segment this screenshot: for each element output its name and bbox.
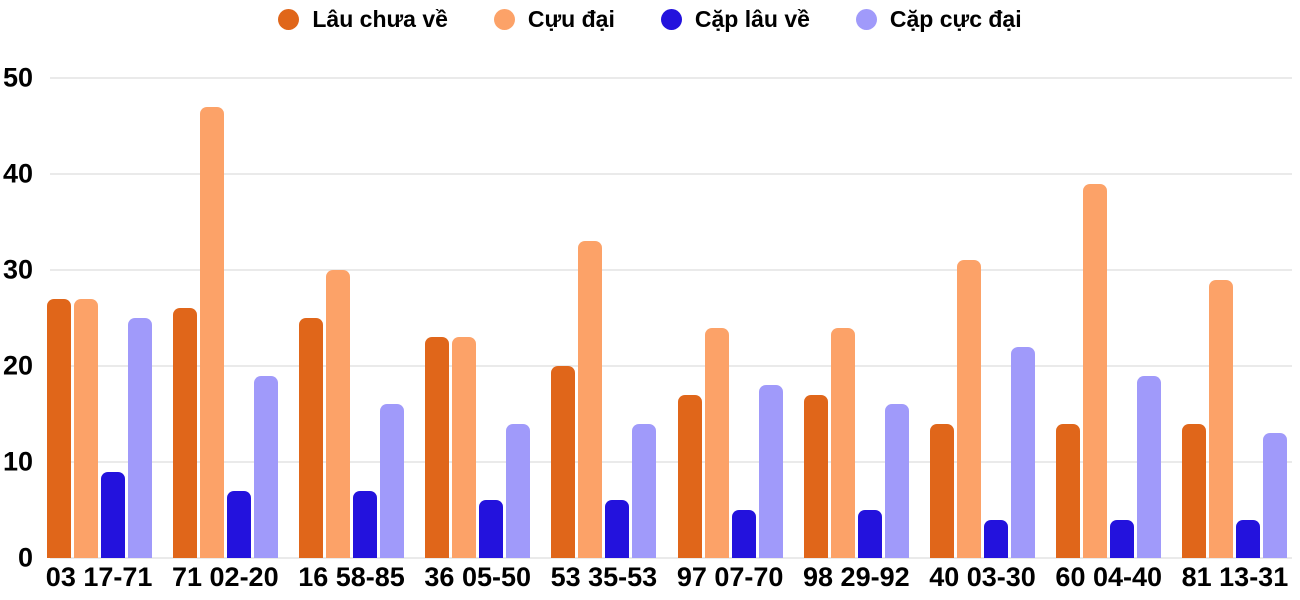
legend-marker-icon (278, 9, 300, 30)
legend-item-cap-lau-ve: Cặp lâu về (660, 6, 810, 33)
bar-lau-chua-ve (425, 337, 450, 558)
bar-cap-lau-ve (605, 500, 630, 558)
legend-item-lau-chua-ve: Lâu chưa về (278, 6, 448, 33)
bar-cap-cuc-dai (506, 423, 531, 558)
bar-group (415, 78, 541, 558)
bar-cap-cuc-dai (127, 318, 152, 558)
bar-group (667, 78, 793, 558)
bar-cap-cuc-dai (758, 385, 783, 558)
legend-item-cuu-dai: Cựu đại (493, 6, 615, 33)
bar-cap-lau-ve (100, 471, 125, 558)
legend-label: Cặp lâu về (694, 6, 810, 32)
bar-lau-chua-ve (299, 318, 323, 558)
y-tick-label: 30 (2, 254, 33, 285)
bar-lau-chua-ve (46, 298, 71, 558)
bar-cap-cuc-dai (253, 375, 278, 558)
bar-cuu-dai (957, 260, 982, 558)
bar-cap-lau-ve (353, 490, 377, 558)
bar-cuu-dai (1209, 279, 1234, 558)
x-tick-label: 71 02-20 (172, 562, 279, 592)
bar-cap-lau-ve (984, 519, 1009, 558)
bar-group (36, 78, 162, 558)
bar-cap-lau-ve (479, 500, 504, 558)
bar-lau-chua-ve (930, 423, 955, 558)
gridline (50, 365, 1292, 367)
bar-group (793, 78, 919, 558)
x-tick-label: 98 29-92 (803, 562, 910, 592)
legend-label: Lâu chưa về (312, 6, 448, 32)
gridline (50, 557, 1292, 559)
x-tick-label: 97 07-70 (676, 562, 784, 592)
bar-cap-cuc-dai (1011, 346, 1036, 558)
x-tick-label: 16 58-85 (298, 562, 405, 592)
gridline (50, 77, 1292, 79)
bar-cap-cuc-dai (1263, 433, 1288, 558)
legend: Lâu chưa về Cựu đại Cặp lâu về Cặp cực đại (0, 6, 1300, 33)
bar-cuu-dai (578, 241, 603, 558)
bar-cuu-dai (199, 106, 224, 558)
y-tick-label: 0 (17, 542, 33, 573)
bar-group (1046, 78, 1172, 558)
bar-cap-lau-ve (226, 490, 251, 558)
bar-cap-lau-ve (857, 510, 882, 558)
bar-cuu-dai (73, 298, 98, 558)
x-tick-label: 81 13-31 (1181, 562, 1289, 592)
bar-cuu-dai (704, 327, 729, 558)
bar-cuu-dai (830, 327, 855, 558)
legend-marker-icon (660, 9, 682, 30)
x-tick-label: 60 04-40 (1055, 562, 1163, 592)
legend-marker-icon (855, 9, 877, 30)
bar-group (1172, 78, 1298, 558)
bar-cap-cuc-dai (1137, 375, 1162, 558)
bar-lau-chua-ve (172, 308, 197, 558)
bar-lau-chua-ve (1056, 423, 1081, 558)
y-tick-label: 50 (2, 62, 33, 93)
y-tick-label: 40 (2, 158, 33, 189)
x-tick-label: 36 05-50 (424, 562, 531, 592)
bar-group (288, 78, 414, 558)
bar-cap-cuc-dai (884, 404, 909, 558)
legend-item-cap-cuc-dai: Cặp cực đại (855, 6, 1022, 33)
bar-lau-chua-ve (1182, 423, 1207, 558)
bar-group (541, 78, 667, 558)
bar-lau-chua-ve (803, 394, 828, 558)
y-axis: 0 10 20 30 40 50 (0, 64, 33, 571)
bar-group (162, 78, 288, 558)
bar-cap-cuc-dai (632, 423, 657, 558)
gridline (50, 173, 1292, 175)
x-tick-label: 03 17-71 (45, 562, 153, 592)
legend-label: Cựu đại (527, 6, 615, 32)
gridline (50, 461, 1292, 463)
bar-cap-cuc-dai (380, 404, 404, 558)
plot-area (36, 77, 1298, 559)
x-axis: 03 17-71 71 02-20 16 58-85 36 05-50 53 35-53… (36, 562, 1298, 593)
bar-group (919, 78, 1045, 558)
bar-groups (36, 78, 1298, 558)
bar-cap-lau-ve (731, 510, 756, 558)
x-tick-label: 53 35-53 (550, 562, 658, 592)
bar-cuu-dai (1083, 183, 1108, 558)
y-tick-label: 20 (2, 350, 33, 381)
bar-cuu-dai (326, 270, 350, 558)
bar-cap-lau-ve (1110, 519, 1135, 558)
bar-lau-chua-ve (551, 366, 576, 558)
bar-cuu-dai (452, 337, 477, 558)
bar-lau-chua-ve (677, 394, 702, 558)
bar-cap-lau-ve (1236, 519, 1261, 558)
legend-label: Cặp cực đại (889, 6, 1022, 32)
x-tick-label: 40 03-30 (929, 562, 1036, 592)
legend-marker-icon (493, 9, 515, 30)
y-tick-label: 10 (2, 446, 33, 477)
gridline (50, 269, 1292, 271)
